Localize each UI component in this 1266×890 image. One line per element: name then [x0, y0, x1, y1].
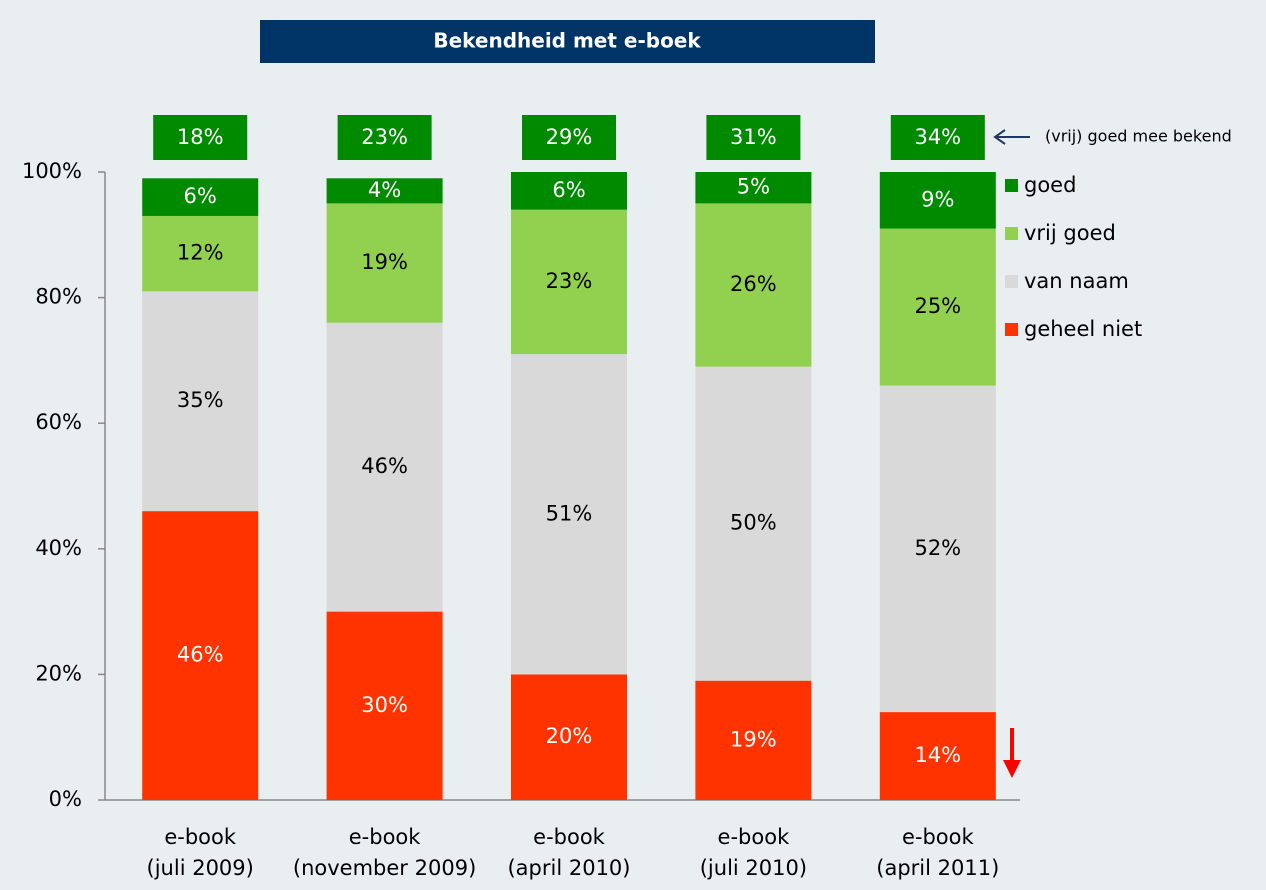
- bar-segment: [326, 611, 443, 800]
- total-box: [706, 115, 801, 160]
- bar-segment: [142, 178, 259, 216]
- x-tick-label: e-book: [902, 825, 975, 849]
- y-tick-label: 0%: [49, 787, 82, 811]
- chart-title: Bekendheid met e-boek: [433, 29, 701, 53]
- data-label: 30%: [361, 693, 408, 717]
- y-tick-label: 40%: [35, 536, 82, 560]
- x-tick-label: e-book: [718, 825, 791, 849]
- total-box: [522, 115, 616, 160]
- bar-segment: [879, 385, 996, 713]
- data-label: 26%: [730, 272, 777, 296]
- y-tick-label: 100%: [22, 159, 82, 183]
- data-label: 14%: [914, 743, 961, 767]
- total-label: 23%: [361, 125, 408, 149]
- legend-swatch: [1005, 275, 1018, 288]
- data-label: 9%: [921, 187, 954, 211]
- bar-segment: [879, 712, 996, 800]
- bar-segment: [695, 366, 812, 681]
- data-label: 6%: [184, 184, 217, 208]
- legend-label: vrij goed: [1024, 221, 1116, 245]
- x-tick-label: (november 2009): [293, 856, 476, 880]
- total-label: 31%: [730, 125, 777, 149]
- bar-segment: [326, 178, 443, 204]
- trend-arrow-head: [1003, 760, 1021, 778]
- data-label: 19%: [361, 250, 408, 274]
- total-box: [337, 115, 432, 160]
- bar-segment: [511, 172, 627, 210]
- data-label: 52%: [914, 536, 961, 560]
- data-label: 19%: [730, 727, 777, 751]
- bar-segment: [326, 203, 443, 323]
- bar-segment: [142, 511, 259, 800]
- data-label: 51%: [546, 501, 593, 525]
- x-tick-label: (april 2011): [876, 856, 999, 880]
- bar-segment: [142, 291, 259, 512]
- annotation: (vrij) goed mee bekend: [1045, 127, 1232, 146]
- data-label: 35%: [177, 388, 224, 412]
- data-label: 6%: [552, 178, 585, 202]
- bar-segment: [879, 228, 996, 386]
- data-label: 46%: [361, 454, 408, 478]
- legend-label: geheel niet: [1024, 317, 1142, 341]
- total-label: 34%: [914, 125, 961, 149]
- legend-swatch: [1005, 179, 1018, 192]
- data-label: 20%: [546, 724, 593, 748]
- y-tick-label: 80%: [35, 285, 82, 309]
- bar-segment: [879, 172, 996, 229]
- x-tick-label: e-book: [164, 825, 237, 849]
- bar-segment: [695, 680, 812, 800]
- y-tick-label: 60%: [35, 410, 82, 434]
- data-label: 46%: [177, 643, 224, 667]
- bar-segment: [326, 322, 443, 612]
- data-label: 25%: [914, 294, 961, 318]
- bar-segment: [695, 172, 812, 204]
- total-label: 29%: [546, 125, 593, 149]
- y-tick-label: 20%: [35, 661, 82, 685]
- data-label: 4%: [368, 178, 401, 202]
- legend-label: van naam: [1024, 269, 1129, 293]
- title-box: [260, 20, 875, 63]
- x-tick-label: e-book: [533, 825, 606, 849]
- x-tick-label: e-book: [349, 825, 422, 849]
- legend-label: goed: [1024, 173, 1076, 197]
- x-tick-label: (juli 2010): [700, 856, 807, 880]
- bar-segment: [142, 215, 259, 292]
- legend-swatch: [1005, 227, 1018, 240]
- bar-segment: [695, 203, 812, 367]
- bar-segment: [511, 354, 627, 675]
- data-label: 5%: [737, 175, 770, 199]
- x-tick-label: (juli 2009): [147, 856, 254, 880]
- x-tick-label: (april 2010): [507, 856, 630, 880]
- data-label: 23%: [546, 269, 593, 293]
- bar-segment: [511, 209, 627, 355]
- annotation-arrow-head: [993, 129, 1006, 145]
- total-box: [153, 115, 248, 160]
- data-label: 12%: [177, 241, 224, 265]
- total-box: [890, 115, 985, 160]
- data-label: 50%: [730, 511, 777, 535]
- total-label: 18%: [177, 125, 224, 149]
- legend-swatch: [1005, 323, 1018, 336]
- bar-segment: [511, 674, 627, 800]
